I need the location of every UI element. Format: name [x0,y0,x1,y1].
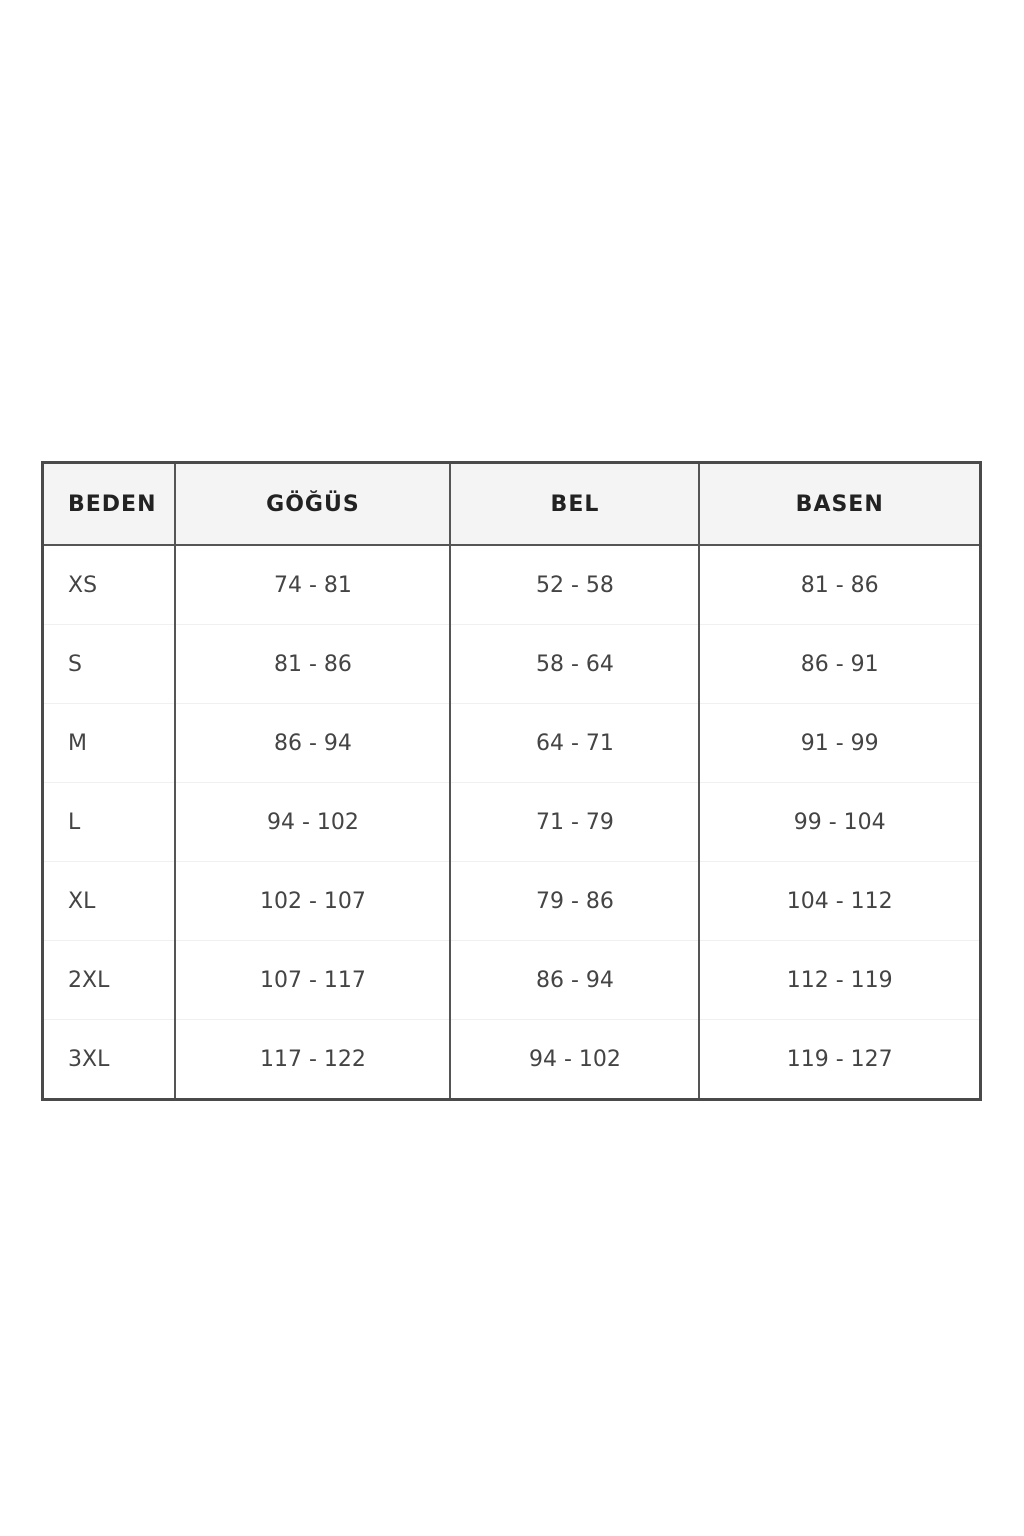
cell-gogus: 94 - 102 [175,782,452,862]
header-basen: BASEN [699,462,981,546]
table-row: XL 102 - 107 79 - 86 104 - 112 [42,861,981,941]
cell-size: L [42,782,177,862]
header-beden: BEDEN [42,462,177,546]
header-row: BEDEN GÖĞÜS BEL BASEN [42,462,981,546]
cell-size: XS [42,545,177,625]
cell-gogus: 117 - 122 [175,1019,452,1100]
table-row: M 86 - 94 64 - 71 91 - 99 [42,703,981,783]
table-row: XS 74 - 81 52 - 58 81 - 86 [42,545,981,625]
cell-gogus: 107 - 117 [175,940,452,1020]
cell-size: S [42,624,177,704]
table-row: 2XL 107 - 117 86 - 94 112 - 119 [42,940,981,1020]
cell-bel: 79 - 86 [450,861,701,941]
cell-basen: 119 - 127 [699,1019,981,1100]
cell-bel: 64 - 71 [450,703,701,783]
header-bel: BEL [450,462,701,546]
header-gogus: GÖĞÜS [175,462,452,546]
cell-size: XL [42,861,177,941]
table-row: L 94 - 102 71 - 79 99 - 104 [42,782,981,862]
cell-basen: 112 - 119 [699,940,981,1020]
cell-basen: 104 - 112 [699,861,981,941]
cell-gogus: 74 - 81 [175,545,452,625]
cell-size: M [42,703,177,783]
cell-basen: 81 - 86 [699,545,981,625]
cell-bel: 94 - 102 [450,1019,701,1100]
cell-gogus: 86 - 94 [175,703,452,783]
table-row: S 81 - 86 58 - 64 86 - 91 [42,624,981,704]
cell-size: 3XL [42,1019,177,1100]
cell-gogus: 102 - 107 [175,861,452,941]
cell-gogus: 81 - 86 [175,624,452,704]
size-chart-table: BEDEN GÖĞÜS BEL BASEN XS 74 - 81 52 - 58 81… [41,461,982,1101]
cell-basen: 86 - 91 [699,624,981,704]
cell-bel: 71 - 79 [450,782,701,862]
table-row: 3XL 117 - 122 94 - 102 119 - 127 [42,1019,981,1100]
cell-size: 2XL [42,940,177,1020]
cell-basen: 91 - 99 [699,703,981,783]
cell-bel: 58 - 64 [450,624,701,704]
cell-basen: 99 - 104 [699,782,981,862]
cell-bel: 86 - 94 [450,940,701,1020]
cell-bel: 52 - 58 [450,545,701,625]
